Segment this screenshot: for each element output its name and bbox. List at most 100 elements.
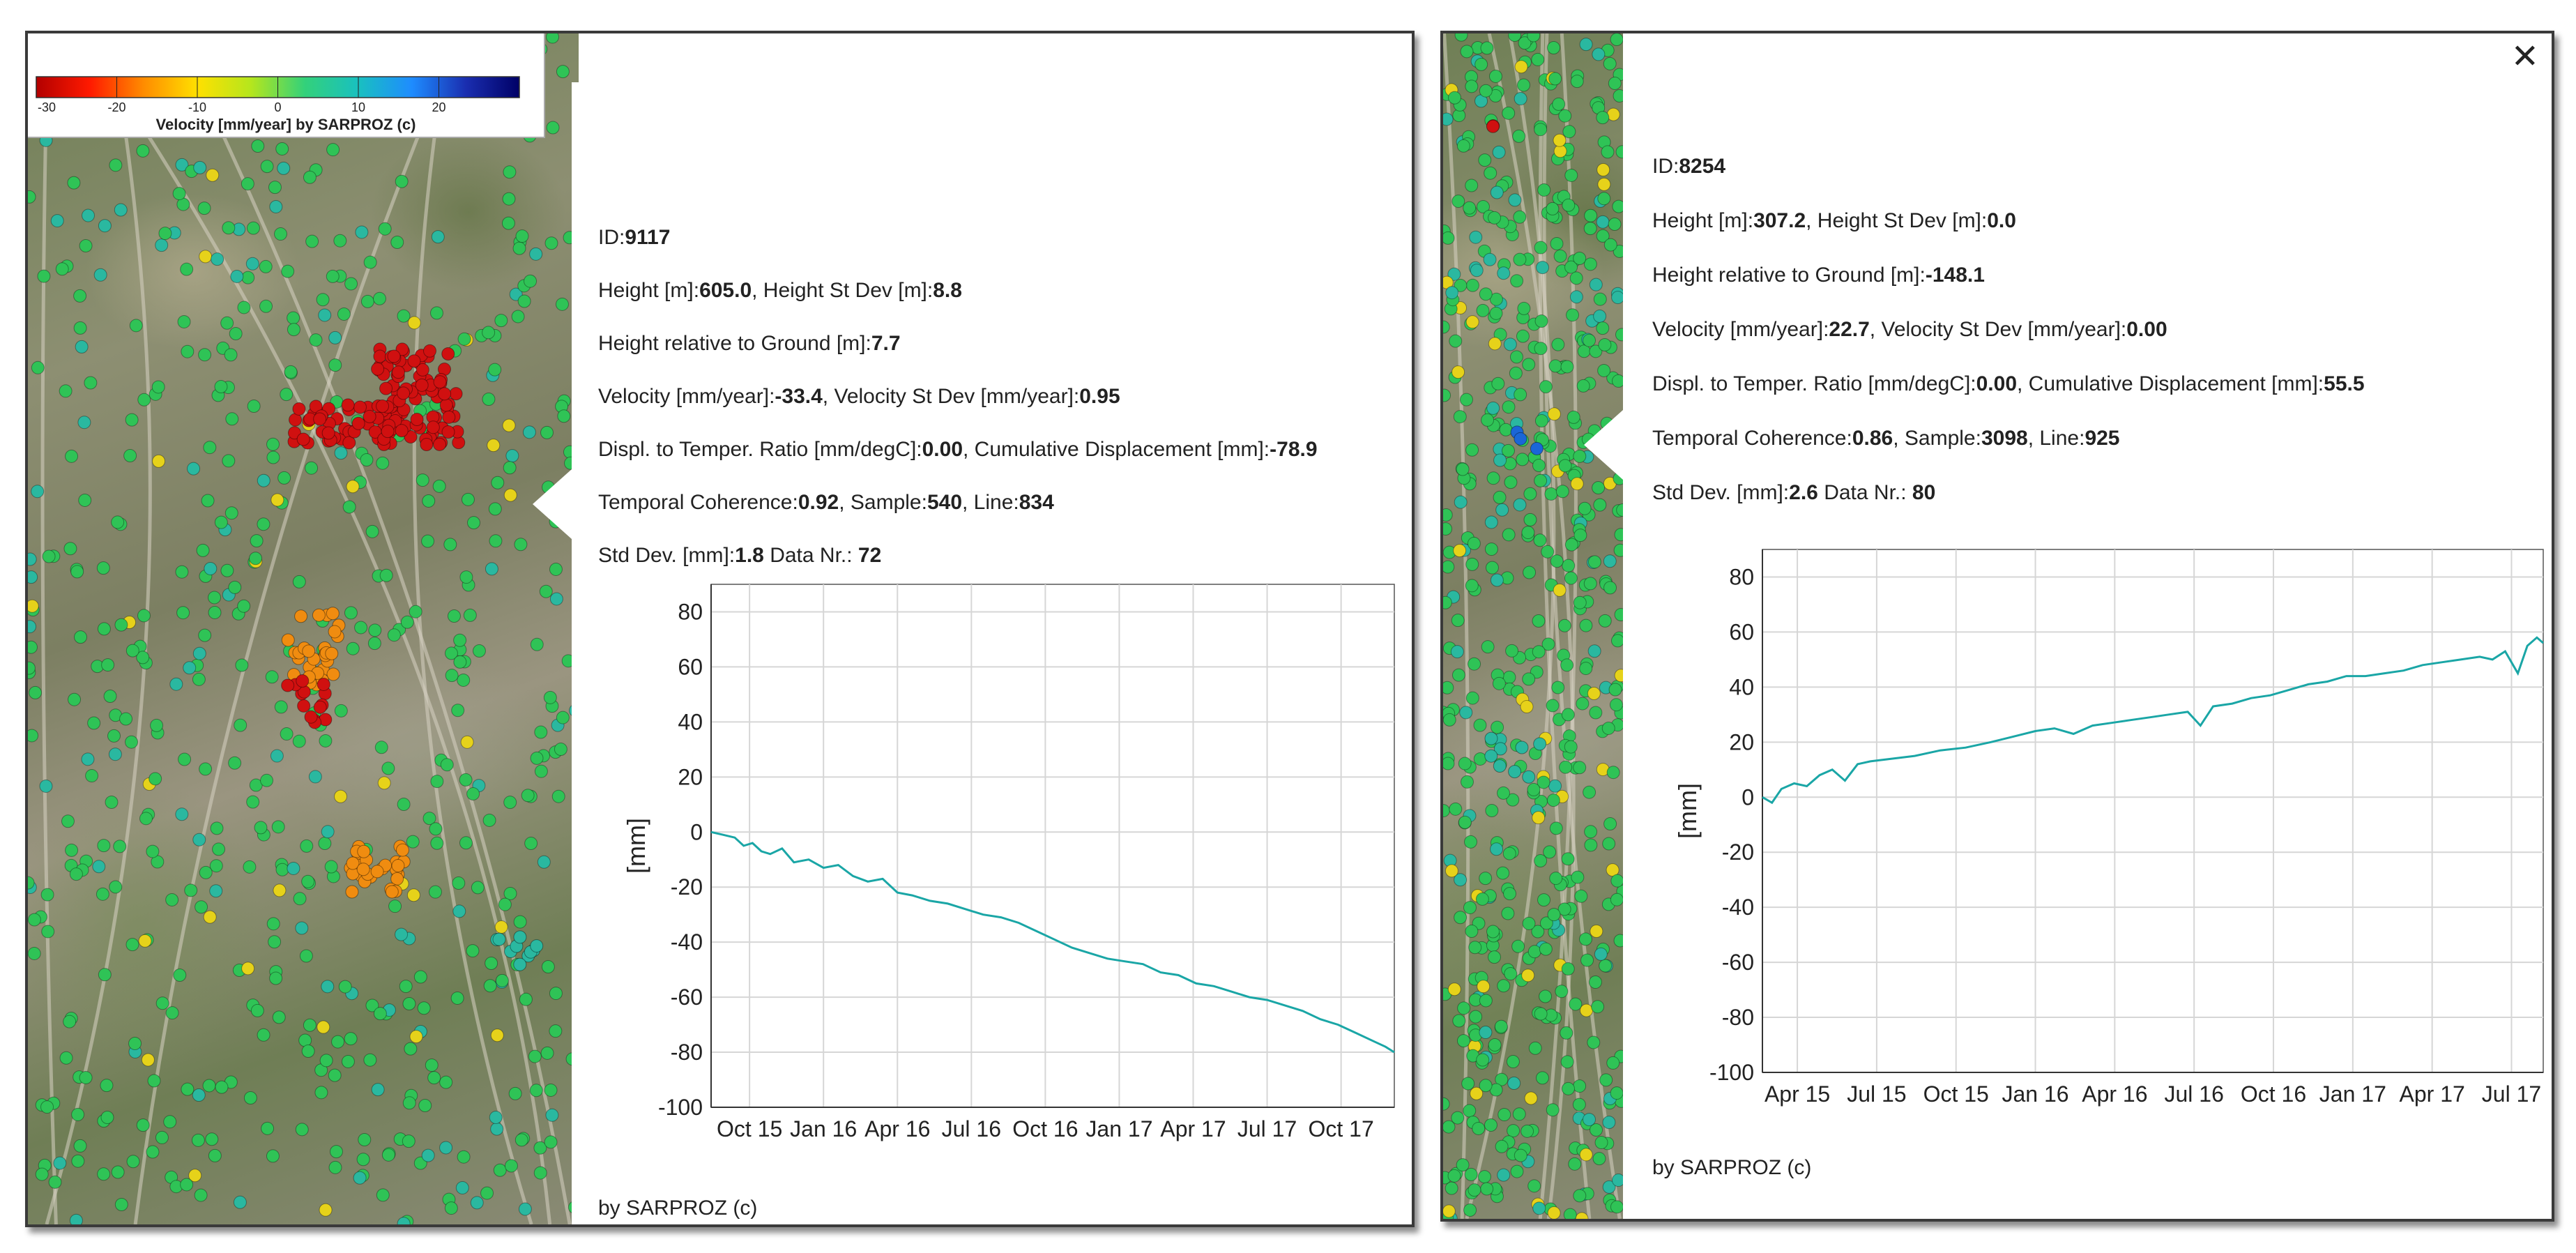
ps-point[interactable] xyxy=(237,599,251,613)
ps-point[interactable] xyxy=(1532,1201,1546,1215)
ps-point[interactable] xyxy=(1610,1086,1623,1100)
ps-point[interactable] xyxy=(1558,109,1572,123)
ps-point[interactable] xyxy=(1487,950,1501,964)
ps-point[interactable] xyxy=(533,1166,547,1180)
ps-point[interactable] xyxy=(329,1145,343,1159)
ps-point[interactable] xyxy=(165,1006,179,1020)
ps-point[interactable] xyxy=(483,979,497,993)
ps-point[interactable] xyxy=(198,348,212,362)
ps-point[interactable] xyxy=(390,236,404,250)
ps-point[interactable] xyxy=(439,1075,453,1089)
ps-point[interactable] xyxy=(1592,481,1606,495)
ps-point[interactable] xyxy=(399,980,413,994)
ps-point[interactable] xyxy=(1511,939,1525,953)
ps-point[interactable] xyxy=(530,751,544,765)
ps-point[interactable] xyxy=(1560,360,1574,374)
ps-point[interactable] xyxy=(1488,211,1502,225)
ps-point[interactable] xyxy=(381,425,395,439)
ps-point[interactable] xyxy=(113,840,127,853)
ps-point[interactable] xyxy=(313,700,327,714)
ps-point[interactable] xyxy=(1507,1076,1521,1090)
ps-point[interactable] xyxy=(158,227,172,241)
ps-point[interactable] xyxy=(511,310,525,324)
ps-point[interactable] xyxy=(1517,301,1531,315)
ps-point[interactable] xyxy=(241,962,255,975)
ps-point[interactable] xyxy=(346,856,360,870)
ps-point[interactable] xyxy=(488,502,502,516)
ps-point[interactable] xyxy=(250,1003,264,1017)
ps-point[interactable] xyxy=(59,1051,73,1065)
ps-point[interactable] xyxy=(344,277,358,291)
ps-point[interactable] xyxy=(274,227,288,241)
ps-point[interactable] xyxy=(442,410,456,424)
ps-point[interactable] xyxy=(203,441,217,455)
ps-point[interactable] xyxy=(59,384,73,398)
ps-point[interactable] xyxy=(1593,310,1607,324)
ps-point[interactable] xyxy=(529,1084,543,1098)
ps-point[interactable] xyxy=(1573,529,1587,542)
ps-point[interactable] xyxy=(413,1156,427,1170)
ps-point[interactable] xyxy=(503,461,517,475)
ps-point[interactable] xyxy=(220,563,234,577)
ps-point[interactable] xyxy=(376,1188,390,1202)
ps-point[interactable] xyxy=(1534,1007,1548,1021)
ps-point[interactable] xyxy=(1473,752,1487,766)
ps-point[interactable] xyxy=(429,306,443,320)
ps-point[interactable] xyxy=(1523,565,1537,579)
ps-point[interactable] xyxy=(493,1163,507,1177)
ps-point[interactable] xyxy=(1470,1086,1484,1100)
ps-point[interactable] xyxy=(297,699,311,713)
ps-point[interactable] xyxy=(521,789,535,803)
ps-point[interactable] xyxy=(125,938,139,952)
ps-point[interactable] xyxy=(28,913,41,927)
ps-point[interactable] xyxy=(1566,308,1580,322)
ps-point[interactable] xyxy=(266,917,280,931)
ps-point[interactable] xyxy=(1465,79,1479,93)
ps-point[interactable] xyxy=(254,821,268,835)
ps-point[interactable] xyxy=(1574,889,1588,903)
ps-point[interactable] xyxy=(1610,874,1623,888)
ps-point[interactable] xyxy=(77,416,91,430)
ps-point[interactable] xyxy=(1548,779,1562,793)
ps-point[interactable] xyxy=(1465,315,1479,329)
ps-point[interactable] xyxy=(1539,380,1553,394)
ps-point[interactable] xyxy=(136,1118,150,1132)
ps-point[interactable] xyxy=(87,716,101,730)
ps-point[interactable] xyxy=(376,400,390,413)
ps-point[interactable] xyxy=(342,500,356,514)
ps-point[interactable] xyxy=(1536,261,1550,275)
ps-point[interactable] xyxy=(1502,106,1516,120)
ps-point[interactable] xyxy=(1492,145,1506,159)
ps-point[interactable] xyxy=(1546,793,1560,807)
ps-point[interactable] xyxy=(215,1080,229,1094)
ps-point[interactable] xyxy=(1594,1136,1608,1150)
ps-point[interactable] xyxy=(1468,941,1482,955)
ps-points-layer-right[interactable] xyxy=(1443,33,1623,1219)
ps-point[interactable] xyxy=(494,314,508,328)
ps-point[interactable] xyxy=(1561,1081,1575,1095)
ps-point[interactable] xyxy=(317,677,330,691)
ps-point[interactable] xyxy=(1514,1148,1527,1162)
ps-point[interactable] xyxy=(1452,1014,1466,1028)
ps-point[interactable] xyxy=(1522,916,1536,930)
ps-point[interactable] xyxy=(28,876,35,890)
ps-point[interactable] xyxy=(358,1133,372,1147)
ps-point[interactable] xyxy=(1508,193,1522,207)
ps-point[interactable] xyxy=(109,880,123,894)
ps-point[interactable] xyxy=(400,615,414,629)
ps-point[interactable] xyxy=(555,297,569,311)
ps-point[interactable] xyxy=(273,883,287,897)
ps-point[interactable] xyxy=(270,493,284,507)
ps-point[interactable] xyxy=(202,1079,216,1093)
ps-point[interactable] xyxy=(40,1100,54,1114)
ps-point[interactable] xyxy=(452,876,466,890)
ps-point[interactable] xyxy=(439,1141,453,1155)
ps-point[interactable] xyxy=(1547,908,1561,922)
ps-point[interactable] xyxy=(1474,57,1488,71)
ps-point[interactable] xyxy=(1454,495,1468,509)
ps-point[interactable] xyxy=(28,661,36,675)
ps-point[interactable] xyxy=(1480,1182,1494,1196)
ps-point[interactable] xyxy=(129,319,143,333)
ps-point[interactable] xyxy=(175,565,189,579)
ps-point[interactable] xyxy=(406,835,420,849)
